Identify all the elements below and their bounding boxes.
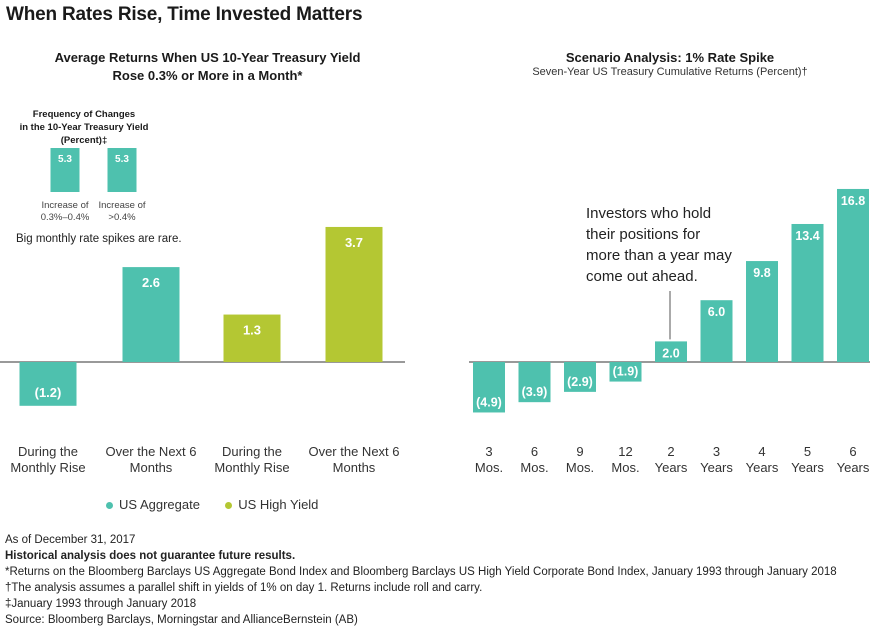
bar [791, 223, 824, 362]
inset-title: Frequency of Changes in the 10-Year Trea… [4, 108, 164, 147]
bar [700, 300, 733, 362]
bar [518, 362, 551, 403]
category-label: Over the Next 6 [105, 444, 196, 459]
footnotes: As of December 31, 2017 Historical analy… [5, 532, 877, 628]
legend-label: US Aggregate [119, 497, 200, 512]
bar [564, 362, 596, 392]
right-chart-title: Scenario Analysis: 1% Rate Spike [565, 50, 775, 65]
category-label: 3 [485, 444, 492, 459]
inset-title-line2: in the 10-Year Treasury Yield (Percent)‡ [19, 122, 149, 146]
bar [122, 267, 180, 362]
left-chart-title-line1: Average Returns When US 10-Year Treasury… [54, 50, 361, 65]
category-label: During the [18, 444, 78, 459]
left-chart-note: Big monthly rate spikes are rare. [16, 233, 182, 245]
category-label: 6 [531, 444, 538, 459]
data-label: (1.9) [613, 365, 639, 379]
data-label: 13.4 [795, 229, 819, 243]
right-chart: (4.9)3Mos.(3.9)6Mos.(2.9)9Mos.(1.9)12Mos… [469, 188, 870, 475]
annotation-line: come out ahead. [586, 268, 698, 285]
inset-category-label: >0.4% [108, 212, 136, 223]
footnote-disclaimer: Historical analysis does not guarantee f… [5, 550, 296, 562]
legend-dot-icon [225, 502, 233, 510]
category-label: Mos. [566, 460, 594, 475]
inset-category-label: Increase of [99, 200, 146, 211]
category-label: 12 [618, 444, 632, 459]
legend-item-high-yield: US High Yield [225, 497, 318, 512]
footnote-ddagger: ‡January 1993 through January 2018 [5, 598, 197, 610]
category-label: During the [222, 444, 282, 459]
bar [19, 362, 77, 406]
data-label: (2.9) [567, 375, 593, 389]
data-label: 3.7 [345, 235, 363, 250]
inset-title-line1: Frequency of Changes [32, 109, 136, 120]
legend-dot-icon [106, 502, 113, 510]
category-label: Years [746, 460, 779, 475]
legend-label: US High Yield [238, 497, 319, 512]
inset-bar [107, 148, 137, 192]
category-label: 3 [713, 444, 720, 459]
category-label: Years [837, 460, 870, 475]
data-label: 2.0 [662, 346, 679, 360]
data-label: 9.8 [753, 266, 770, 280]
bar [655, 341, 687, 362]
data-label: (1.2) [35, 385, 62, 400]
data-label: 6.0 [708, 305, 725, 319]
category-label: Months [333, 460, 376, 475]
category-label: Mos. [475, 460, 503, 475]
data-label: 1.3 [243, 323, 261, 338]
bar [223, 314, 281, 362]
inset-category-label: Increase of [42, 200, 89, 211]
category-label: 9 [576, 444, 583, 459]
data-label: 2.6 [142, 275, 160, 290]
category-label: Monthly Rise [214, 460, 289, 475]
bar [609, 362, 642, 382]
annotation-line: more than a year may [586, 247, 732, 264]
legend: US Aggregate US High Yield [106, 497, 318, 512]
inset-data-label: 5.3 [115, 154, 129, 165]
bar [473, 362, 505, 413]
footnote-dagger: †The analysis assumes a parallel shift i… [5, 582, 483, 594]
category-label: Mos. [520, 460, 548, 475]
right-chart-annotation: Investors who hold their positions for m… [586, 203, 732, 287]
left-chart-title: Average Returns When US 10-Year Treasury… [20, 49, 395, 85]
inset-data-label: 5.3 [58, 154, 72, 165]
annotation-line: their positions for [586, 226, 701, 243]
category-label: Years [655, 460, 688, 475]
category-label: 5 [804, 444, 811, 459]
annotation-line: Investors who hold [586, 205, 712, 222]
inset-bar [50, 148, 80, 192]
category-label: Monthly Rise [10, 460, 85, 475]
category-label: Mos. [611, 460, 639, 475]
bar [837, 188, 869, 362]
footnote-source: Source: Bloomberg Barclays, Morningstar … [5, 614, 358, 626]
page-title: When Rates Rise, Time Invested Matters [6, 4, 363, 25]
footnote-as-of: As of December 31, 2017 [5, 534, 136, 546]
data-label: (3.9) [522, 385, 548, 399]
category-label: 2 [667, 444, 674, 459]
category-label: Months [130, 460, 173, 475]
left-chart-title-line2: Rose 0.3% or More in a Month* [112, 68, 303, 83]
bar [746, 261, 778, 362]
category-label: 6 [849, 444, 856, 459]
footnote-star: *Returns on the Bloomberg Barclays US Ag… [5, 566, 837, 578]
inset-category-label: 0.3%–0.4% [41, 212, 90, 223]
bar [325, 226, 383, 362]
category-label: 4 [758, 444, 765, 459]
legend-item-aggregate: US Aggregate [106, 497, 204, 512]
right-chart-subtitle: Seven-Year US Treasury Cumulative Return… [532, 66, 808, 78]
data-label: (4.9) [476, 395, 502, 409]
category-label: Over the Next 6 [308, 444, 399, 459]
category-label: Years [700, 460, 733, 475]
data-label: 16.8 [841, 194, 865, 208]
category-label: Years [791, 460, 824, 475]
